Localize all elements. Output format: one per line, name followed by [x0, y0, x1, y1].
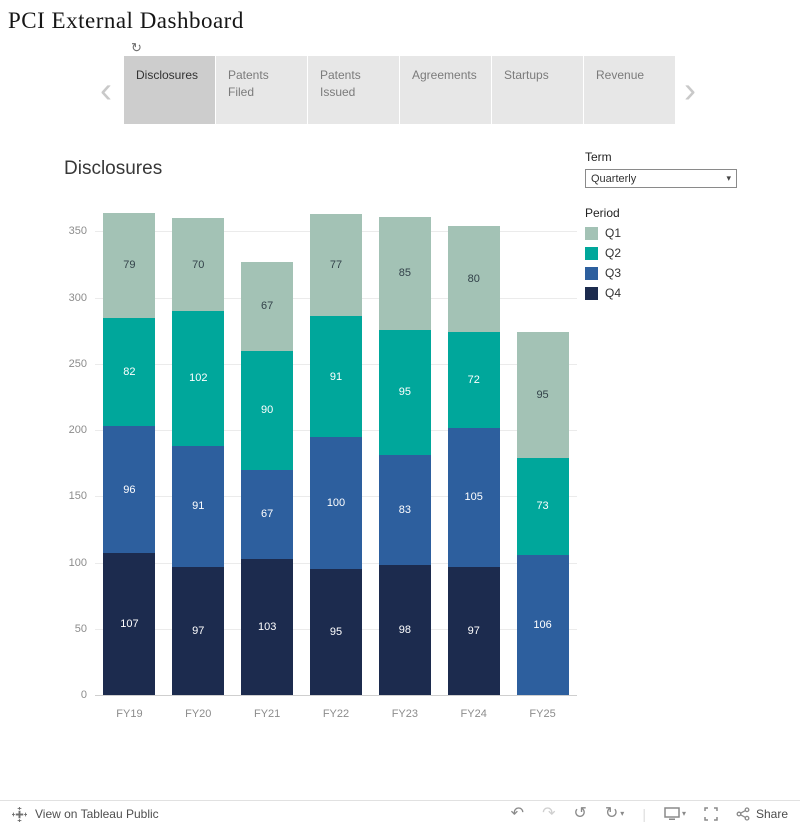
bar-segment-fy19-q1[interactable]: 79: [103, 212, 156, 318]
y-axis-tick-label: 0: [80, 689, 87, 701]
gridline: [95, 695, 577, 696]
device-layouts-icon[interactable]: ▾: [664, 807, 686, 821]
legend-item-q1[interactable]: Q1: [585, 223, 621, 243]
refresh-icon[interactable]: ↻ ▾: [604, 805, 625, 822]
fullscreen-icon[interactable]: [704, 807, 718, 821]
x-axis-tick-label: FY25: [529, 708, 556, 720]
legend-swatch: [585, 266, 598, 280]
legend-item-q3[interactable]: Q3: [585, 263, 621, 283]
bar-segment-fy20-q2[interactable]: 102: [172, 310, 225, 447]
y-axis-tick-label: 50: [74, 622, 87, 635]
tabs-scroll-right-icon[interactable]: ›: [684, 69, 696, 110]
y-axis-tick-label: 300: [68, 291, 87, 304]
bottom-toolbar: View on Tableau Public ↶ ↷ ↺ ↻ ▾ | ▾ Shar…: [0, 800, 800, 827]
chart-title: Disclosures: [64, 158, 163, 179]
legend-swatch: [585, 246, 598, 260]
undo-icon[interactable]: ↶: [510, 805, 525, 822]
x-axis-tick-label: FY23: [391, 708, 418, 720]
bar-segment-fy23-q4[interactable]: 98: [378, 565, 431, 695]
toolbar-divider: |: [642, 806, 646, 822]
bar-segment-fy23-q3[interactable]: 83: [378, 455, 431, 566]
bar-segment-fy24-q1[interactable]: 80: [447, 226, 500, 333]
term-dropdown-value: Quarterly: [591, 172, 637, 185]
chevron-down-icon: ▾: [620, 809, 625, 818]
tab-disclosures[interactable]: Disclosures: [124, 56, 215, 124]
bar-segment-fy25-q2[interactable]: 73: [516, 457, 569, 555]
bar-segment-fy23-q2[interactable]: 95: [378, 329, 431, 456]
bar-segment-fy19-q4[interactable]: 107: [103, 553, 156, 695]
page-title: PCI External Dashboard: [8, 8, 244, 33]
bar-segment-fy20-q3[interactable]: 91: [172, 446, 225, 567]
y-axis-tick-label: 250: [68, 357, 87, 370]
bar-segment-fy24-q4[interactable]: 97: [447, 566, 500, 695]
legend-swatch: [585, 286, 598, 300]
tab-revenue[interactable]: Revenue: [584, 56, 675, 124]
legend-title: Period: [585, 206, 620, 220]
term-filter-label: Term: [585, 150, 612, 164]
share-label: Share: [755, 807, 788, 821]
x-axis-tick-label: FY24: [460, 708, 487, 720]
tab-patents-issued[interactable]: Patents Issued: [308, 56, 399, 124]
legend-item-q4[interactable]: Q4: [585, 283, 621, 303]
x-axis-tick-label: FY21: [253, 708, 281, 720]
bar-segment-fy23-q1[interactable]: 85: [378, 216, 431, 330]
x-axis-tick-label: FY22: [322, 708, 350, 720]
bar-segment-fy22-q4[interactable]: 95: [310, 569, 362, 695]
legend-label: Q2: [605, 246, 622, 260]
redo-icon[interactable]: ↷: [542, 805, 556, 822]
legend-swatch: [585, 226, 598, 240]
term-dropdown[interactable]: Quarterly ▾: [585, 169, 737, 188]
bar-segment-fy22-q1[interactable]: 77: [310, 214, 362, 317]
bar-segment-fy21-q2[interactable]: 90: [241, 350, 294, 470]
tab-patents-filed[interactable]: Patents Filed: [216, 56, 307, 124]
tab-strip: Disclosures Patents Filed Patents Issued Ag…: [124, 56, 675, 124]
bar-segment-fy25-q1[interactable]: 95: [516, 332, 569, 458]
legend-label: Q4: [605, 286, 622, 300]
share-icon: [736, 807, 750, 821]
legend-item-q2[interactable]: Q2: [585, 243, 621, 263]
y-axis-tick-label: 200: [68, 424, 87, 437]
stacked-bar-chart: 0 50 100 150 200 250 300 350 107 96 82 79 FY19 97 91 10…: [69, 205, 577, 720]
bar-segment-fy20-q4[interactable]: 97: [172, 566, 225, 695]
bar-segment-fy24-q3[interactable]: 105: [447, 427, 500, 567]
bar-segment-fy22-q2[interactable]: 91: [310, 316, 362, 437]
bar-segment-fy24-q2[interactable]: 72: [447, 332, 500, 428]
tableau-logo-icon: [12, 806, 27, 822]
x-axis-tick-label: FY19: [116, 708, 143, 720]
replay-icon[interactable]: ↺: [573, 805, 587, 822]
chevron-down-icon: ▾: [726, 173, 731, 183]
x-axis-tick-label: FY20: [185, 708, 212, 720]
share-button[interactable]: Share: [736, 807, 788, 821]
legend-label: Q3: [605, 266, 622, 280]
bar-segment-fy19-q2[interactable]: 82: [103, 317, 156, 427]
bar-segment-fy21-q3[interactable]: 67: [241, 469, 294, 559]
bar-segment-fy22-q3[interactable]: 100: [310, 436, 362, 570]
loading-spinner-icon: ↻: [131, 40, 142, 55]
view-on-tableau-public[interactable]: View on Tableau Public: [12, 806, 159, 822]
tab-agreements[interactable]: Agreements: [400, 56, 491, 124]
tabs-scroll-left-icon[interactable]: ‹: [100, 69, 112, 110]
y-axis-tick-label: 100: [68, 556, 87, 569]
tab-startups[interactable]: Startups: [492, 56, 583, 124]
toolbar-actions: ↶ ↷ ↺ ↻ ▾ | ▾ Share: [510, 805, 788, 823]
bar-segment-fy21-q1[interactable]: 67: [241, 261, 294, 351]
bar-segment-fy20-q1[interactable]: 70: [172, 218, 225, 311]
bar-segment-fy21-q4[interactable]: 103: [241, 558, 294, 695]
legend: Q1 Q2 Q3 Q4: [585, 223, 621, 303]
legend-label: Q1: [605, 226, 622, 240]
bar-segment-fy19-q3[interactable]: 96: [103, 426, 156, 554]
y-axis-tick-label: 150: [68, 490, 87, 503]
view-on-tableau-public-label: View on Tableau Public: [35, 807, 159, 821]
chevron-down-icon: ▾: [681, 809, 686, 818]
bar-segment-fy25-q3[interactable]: 106: [516, 554, 569, 695]
y-axis-tick-label: 350: [68, 225, 87, 238]
